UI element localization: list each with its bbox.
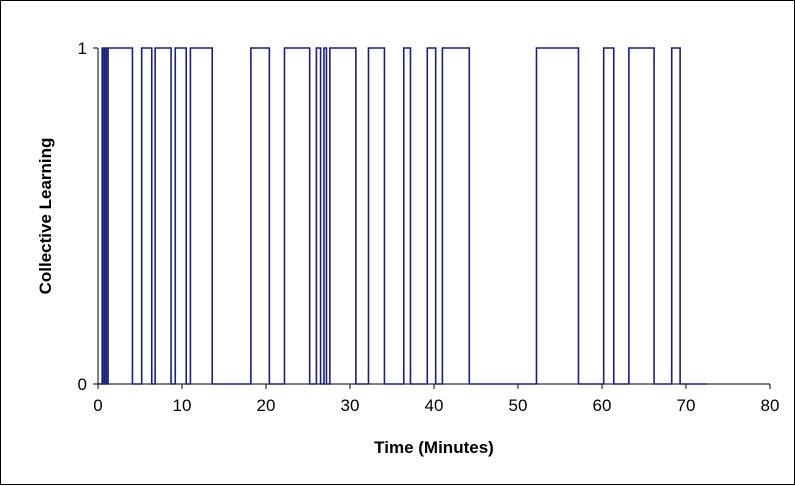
y-axis-title: Collective Learning [36, 138, 55, 295]
x-tick-label: 10 [173, 396, 192, 415]
y-axis-ticks: 01 [78, 39, 98, 394]
x-tick-label: 80 [761, 396, 780, 415]
x-axis-title: Time (Minutes) [374, 438, 494, 457]
x-tick-label: 40 [425, 396, 444, 415]
y-tick-label: 1 [78, 39, 87, 58]
series-line [98, 47, 707, 385]
axes [97, 48, 770, 385]
series-layer [98, 47, 707, 385]
x-tick-label: 50 [509, 396, 528, 415]
x-tick-label: 70 [677, 396, 696, 415]
x-tick-label: 30 [341, 396, 360, 415]
y-tick-label: 0 [78, 375, 87, 394]
x-tick-label: 20 [257, 396, 276, 415]
x-tick-label: 60 [593, 396, 612, 415]
x-tick-label: 0 [93, 396, 102, 415]
x-axis-ticks: 0 10 20 30 40 50 60 70 80 [93, 384, 779, 415]
